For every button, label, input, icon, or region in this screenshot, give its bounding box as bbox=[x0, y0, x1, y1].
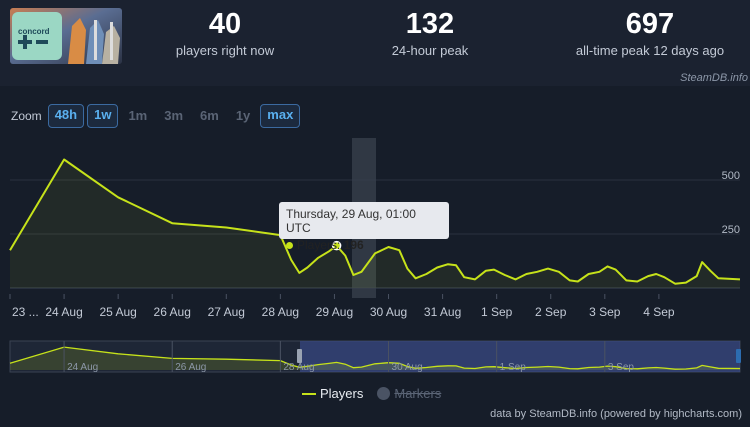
y-tick-label: 500 bbox=[722, 170, 740, 182]
tooltip-series-label: Players bbox=[297, 238, 338, 252]
legend-item-players[interactable]: Players bbox=[302, 386, 363, 401]
peak-24h-label: 24-hour peak bbox=[391, 43, 469, 58]
navigator-series-line bbox=[9, 346, 741, 370]
zoom-1m-button[interactable]: 1m bbox=[128, 108, 148, 123]
y-axis-labels: 250 500 bbox=[722, 170, 740, 236]
navigator-selection[interactable] bbox=[300, 341, 740, 372]
game-thumbnail[interactable]: concord bbox=[10, 8, 122, 64]
tooltip-value: 196 bbox=[343, 238, 364, 252]
line-swatch-icon bbox=[302, 392, 316, 395]
zoom-6m-button[interactable]: 6m bbox=[200, 108, 219, 123]
legend-markers-label: Markers bbox=[394, 386, 442, 401]
peak-24h-value: 132 bbox=[405, 8, 455, 40]
x-tick-label: 1 Sep bbox=[481, 305, 513, 319]
x-tick-label: 24 Aug bbox=[45, 305, 82, 319]
steamdb-credit[interactable]: SteamDB.info bbox=[680, 72, 748, 84]
x-tick-label: 25 Aug bbox=[99, 305, 136, 319]
navigator-axis-labels: 24 Aug 26 Aug 28 Aug 30 Aug 1 Sep 3 Sep bbox=[63, 341, 635, 373]
game-thumbnail-image: concord bbox=[10, 8, 122, 64]
tooltip-date: Thursday, 29 Aug, 01:00 UTC bbox=[286, 207, 416, 235]
players-area bbox=[10, 159, 740, 288]
x-tick-label: 23 ... bbox=[12, 305, 39, 319]
x-tick-label: 28 Aug bbox=[262, 305, 299, 319]
x-tick-label: 29 Aug bbox=[316, 305, 353, 319]
navigator-left-handle[interactable] bbox=[297, 349, 302, 363]
zoom-3m-button[interactable]: 3m bbox=[164, 108, 184, 123]
y-tick-label: 250 bbox=[722, 224, 740, 236]
current-players-value: 40 bbox=[208, 8, 242, 40]
peak-24h-stat: 132 24-hour peak bbox=[370, 8, 490, 58]
zoom-label: Zoom bbox=[11, 109, 42, 123]
zoom-48h-button[interactable]: 48h bbox=[47, 104, 85, 128]
data-tooltip: Thursday, 29 Aug, 01:00 UTC Players: 196 bbox=[279, 202, 449, 252]
all-time-peak-stat: 697 all-time peak 12 days ago bbox=[555, 8, 745, 58]
navigator-right-handle[interactable] bbox=[736, 349, 741, 363]
navigator[interactable]: 24 Aug 26 Aug 28 Aug 30 Aug 1 Sep 3 Sep bbox=[9, 340, 741, 373]
all-time-peak-label: all-time peak 12 days ago bbox=[575, 43, 725, 58]
zoom-1y-button[interactable]: 1y bbox=[235, 108, 251, 123]
legend-players-label: Players bbox=[320, 386, 364, 401]
players-series-line[interactable] bbox=[9, 158, 741, 285]
navigator-tick-label: 24 Aug bbox=[67, 362, 98, 373]
x-tick-label: 26 Aug bbox=[154, 305, 191, 319]
x-axis-labels: 23 ... 24 Aug 25 Aug 26 Aug 27 Aug 28 Aug 29 A… bbox=[9, 294, 675, 319]
x-tick-label: 27 Aug bbox=[208, 305, 245, 319]
x-tick-label: 30 Aug bbox=[370, 305, 407, 319]
navigator-tick-label: 28 Aug bbox=[283, 362, 314, 373]
current-players-label: players right now bbox=[175, 43, 275, 58]
zoom-controls: Zoom 48h 1w 1m 3m 6m 1y max bbox=[11, 104, 303, 128]
x-tick-label: 3 Sep bbox=[589, 305, 621, 319]
chart-legend: Players Markers bbox=[302, 386, 455, 401]
footer-credit[interactable]: data by SteamDB.info (powered by highcha… bbox=[490, 408, 742, 420]
marker-circle-icon bbox=[377, 387, 391, 400]
navigator-series-area bbox=[10, 347, 740, 370]
navigator-tick-label: 30 Aug bbox=[392, 362, 423, 373]
tooltip-value-row: Players: 196 bbox=[286, 238, 442, 252]
zoom-1w-button[interactable]: 1w bbox=[87, 104, 119, 128]
series-dot-icon bbox=[286, 242, 293, 249]
thumbnail-logo-text: concord bbox=[18, 27, 50, 36]
navigator-tick-label: 3 Sep bbox=[608, 362, 635, 373]
current-players-stat: 40 players right now bbox=[165, 8, 285, 58]
x-tick-label: 4 Sep bbox=[643, 305, 675, 319]
zoom-max-button[interactable]: max bbox=[260, 104, 301, 128]
navigator-tick-label: 26 Aug bbox=[175, 362, 206, 373]
hovered-data-point[interactable] bbox=[331, 240, 342, 251]
legend-item-markers[interactable]: Markers bbox=[377, 386, 441, 401]
x-tick-label: 2 Sep bbox=[535, 305, 567, 319]
all-time-peak-value: 697 bbox=[625, 8, 675, 40]
stats-header: concord 40 players right now 132 24-hour… bbox=[0, 0, 750, 72]
navigator-tick-label: 1 Sep bbox=[500, 362, 527, 373]
x-tick-label: 31 Aug bbox=[424, 305, 461, 319]
